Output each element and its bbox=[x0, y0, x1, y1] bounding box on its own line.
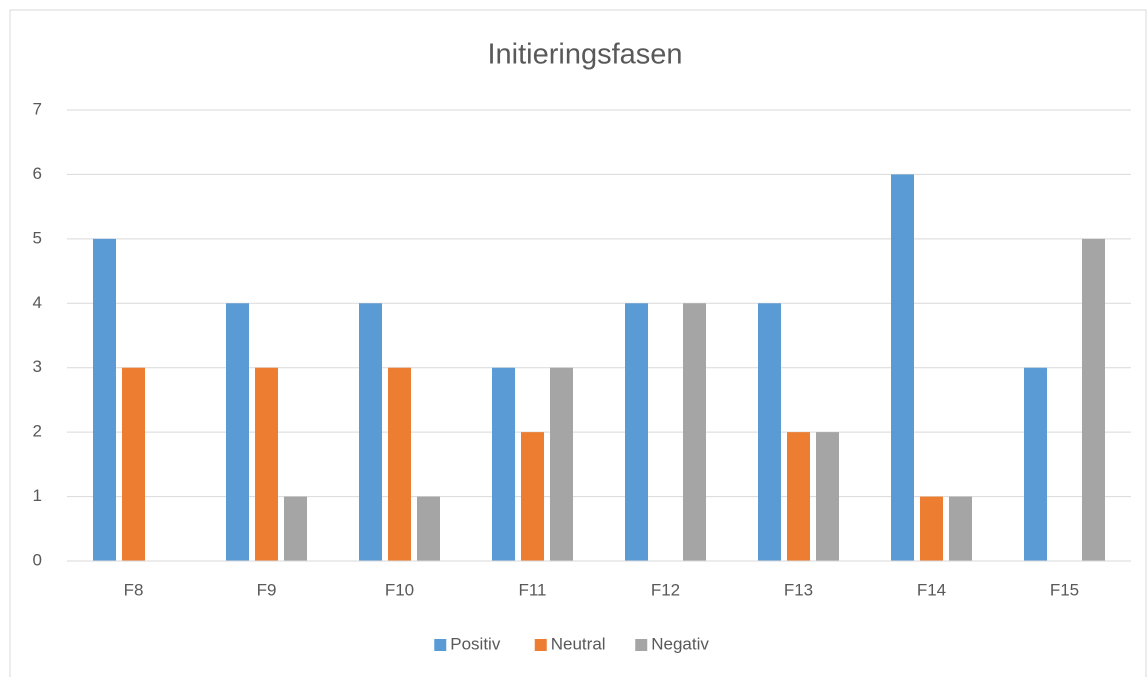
chart-border bbox=[9, 9, 1147, 677]
y-tick-label: 5 bbox=[33, 228, 42, 247]
bar bbox=[359, 303, 382, 561]
bar bbox=[226, 303, 249, 561]
y-tick-label: 1 bbox=[33, 486, 42, 505]
y-tick-label: 3 bbox=[33, 357, 42, 376]
bar bbox=[949, 496, 972, 561]
bar bbox=[891, 174, 914, 561]
bar bbox=[492, 367, 515, 561]
bar bbox=[1024, 367, 1047, 561]
y-tick-label: 2 bbox=[33, 422, 42, 441]
legend-label: Negativ bbox=[651, 634, 709, 653]
x-tick-label: F9 bbox=[257, 580, 277, 599]
bar bbox=[388, 367, 411, 561]
legend-swatch bbox=[635, 639, 648, 651]
y-tick-label: 7 bbox=[33, 99, 42, 118]
bar bbox=[417, 496, 440, 561]
bar bbox=[816, 432, 839, 561]
x-tick-label: F10 bbox=[385, 580, 414, 599]
y-tick-label: 0 bbox=[33, 550, 42, 569]
legend-label: Neutral bbox=[551, 634, 606, 653]
bar bbox=[758, 303, 781, 561]
x-tick-label: F8 bbox=[124, 580, 144, 599]
chart-title: Initieringsfasen bbox=[487, 39, 682, 71]
bar bbox=[284, 496, 307, 561]
legend-swatch bbox=[534, 639, 547, 651]
bar bbox=[93, 238, 116, 561]
bar bbox=[122, 367, 145, 561]
x-tick-label: F11 bbox=[518, 580, 546, 599]
bar bbox=[521, 432, 544, 561]
bar bbox=[787, 432, 810, 561]
bar bbox=[683, 303, 706, 561]
x-tick-label: F13 bbox=[784, 580, 813, 599]
x-tick-label: F12 bbox=[651, 580, 680, 599]
legend-label: Positiv bbox=[450, 634, 501, 653]
legend-swatch bbox=[434, 639, 447, 651]
bar bbox=[920, 496, 943, 561]
y-tick-label: 6 bbox=[33, 164, 42, 183]
bar bbox=[550, 367, 573, 561]
y-tick-label: 4 bbox=[33, 293, 42, 312]
bar bbox=[255, 367, 278, 561]
x-tick-label: F14 bbox=[917, 580, 946, 599]
bar bbox=[625, 303, 648, 561]
x-tick-label: F15 bbox=[1050, 580, 1079, 599]
bar bbox=[1082, 238, 1105, 561]
